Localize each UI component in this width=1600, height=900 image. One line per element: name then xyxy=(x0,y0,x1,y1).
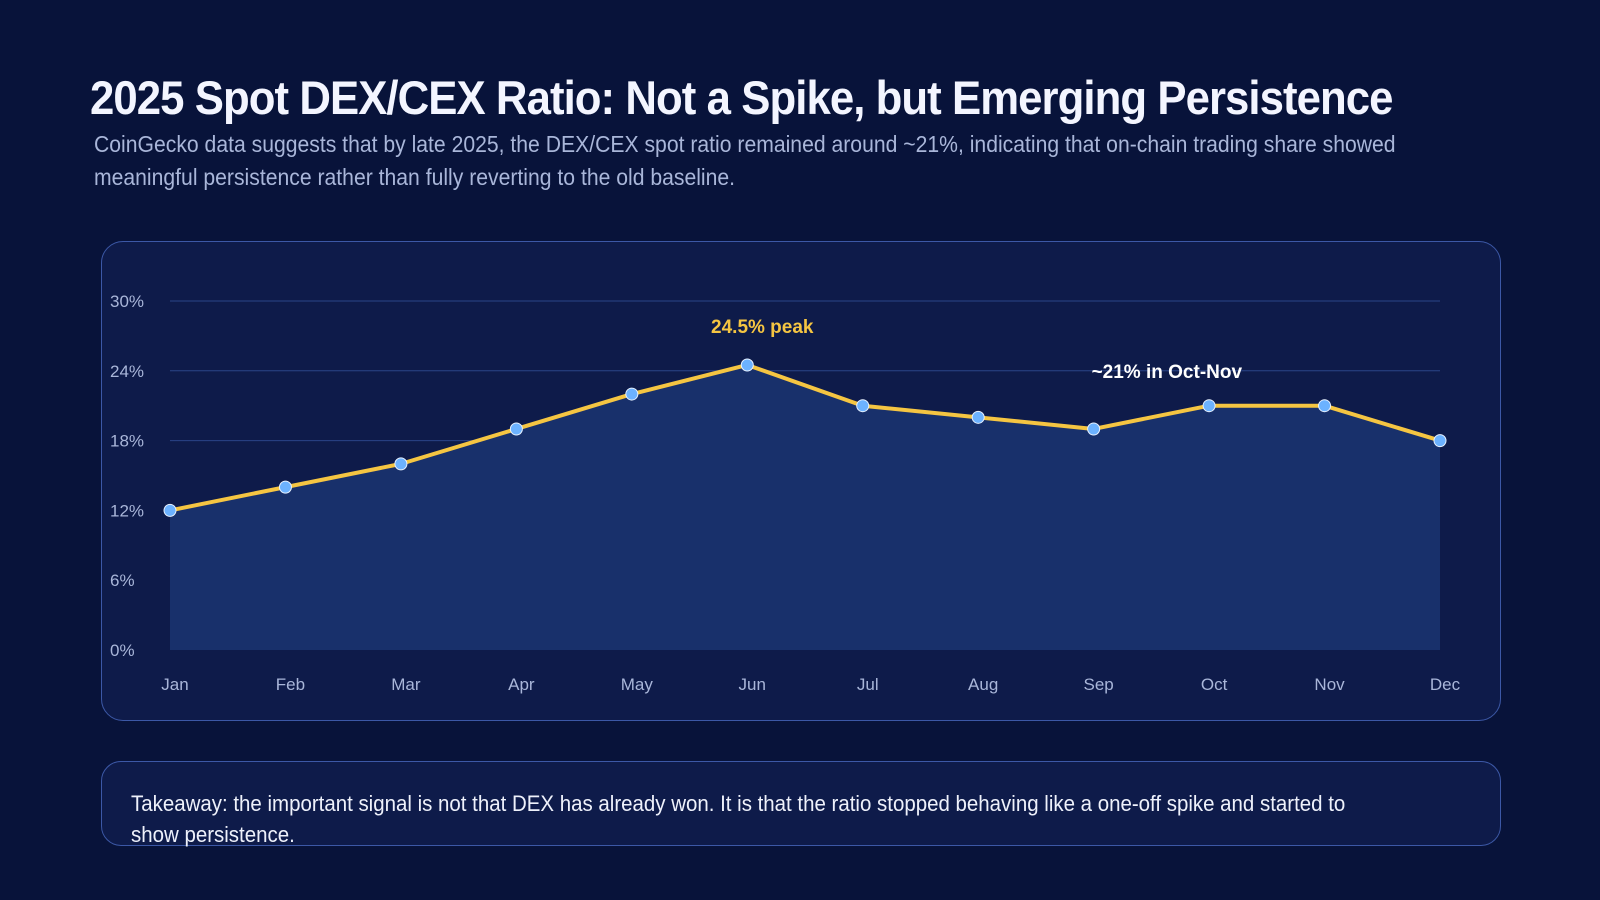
data-point-nov xyxy=(1318,399,1332,413)
y-tick-label: 0% xyxy=(110,641,135,660)
x-tick-label: Feb xyxy=(276,675,305,694)
oct-nov-annotation: ~21% in Oct-Nov xyxy=(1092,362,1243,383)
x-tick-label: Aug xyxy=(968,675,998,694)
y-tick-label: 12% xyxy=(110,501,144,520)
x-tick-label: Nov xyxy=(1314,675,1345,694)
data-point-apr xyxy=(509,422,523,436)
x-tick-label: Dec xyxy=(1430,675,1461,694)
x-tick-label: May xyxy=(621,675,654,694)
data-point-jan xyxy=(163,503,177,517)
x-tick-label: Jul xyxy=(857,675,879,694)
x-tick-label: Oct xyxy=(1201,675,1228,694)
area-fill xyxy=(170,364,1440,650)
data-point-jul xyxy=(856,399,870,413)
data-point-oct xyxy=(1202,399,1216,413)
data-point-jun xyxy=(740,358,754,372)
page-title: 2025 Spot DEX/CEX Ratio: Not a Spike, bu… xyxy=(90,71,1393,124)
x-tick-label: Jun xyxy=(739,675,766,694)
peak-annotation: 24.5% peak xyxy=(711,317,814,338)
x-tick-label: Apr xyxy=(508,675,535,694)
y-tick-label: 18% xyxy=(110,432,144,451)
data-point-mar xyxy=(394,457,408,471)
y-tick-label: 24% xyxy=(110,362,144,381)
data-point-dec xyxy=(1433,434,1447,448)
x-tick-label: Jan xyxy=(161,675,188,694)
takeaway-card: Takeaway: the important signal is not th… xyxy=(101,761,1501,847)
y-tick-label: 30% xyxy=(110,292,144,311)
takeaway-text: Takeaway: the important signal is not th… xyxy=(131,791,1346,847)
x-tick-label: Sep xyxy=(1084,675,1114,694)
data-point-sep xyxy=(1087,422,1101,436)
data-point-aug xyxy=(971,410,985,424)
page-subtitle: CoinGecko data suggests that by late 202… xyxy=(94,131,1396,190)
data-point-may xyxy=(625,387,639,401)
series-line xyxy=(169,362,1441,513)
x-tick-label: Mar xyxy=(391,675,421,694)
data-point-feb xyxy=(278,480,292,494)
y-tick-label: 6% xyxy=(110,571,135,590)
